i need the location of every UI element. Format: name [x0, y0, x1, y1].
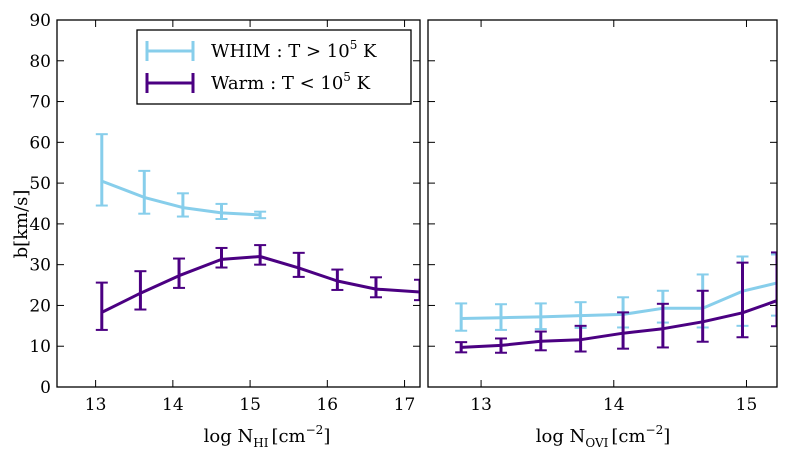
y-tick-label: 70: [29, 93, 51, 113]
y-tick-label: 30: [29, 256, 51, 276]
legend-warm-symbol: [145, 73, 195, 93]
left-x-tick-label: 13: [85, 395, 107, 415]
right-panel: 13 14 15: [427, 19, 778, 415]
left-warm-errorbar: [95, 281, 108, 331]
right-warm-errorbar: [656, 302, 669, 349]
y-tick-label: 10: [29, 337, 51, 357]
right-warm-errorbar: [736, 261, 749, 339]
right-whim-errorbar: [534, 302, 547, 331]
y-tick-label: 80: [29, 52, 51, 72]
right-whim-errorbar: [455, 302, 468, 332]
left-whim-errorbar: [176, 192, 189, 218]
right-whim-errorbar: [494, 303, 507, 331]
y-tick-label: 90: [29, 11, 51, 31]
right-warm-errorbar: [771, 251, 777, 328]
left-warm-errorbar: [292, 251, 305, 278]
y-axis-label: b[km/s]: [11, 190, 32, 259]
right-warm-errorbar: [455, 341, 468, 354]
left-whim-line: [101, 179, 261, 217]
x-axis-label-right: log NOVI [cm−2]: [536, 423, 671, 450]
left-x-tick-label: 17: [394, 395, 416, 415]
legend-frame: [136, 29, 412, 105]
left-axes-frame: [56, 19, 421, 388]
left-warm-errorbar: [414, 278, 420, 302]
left-plot-area: [95, 133, 420, 331]
left-x-tick-label: 15: [239, 395, 261, 415]
left-x-tick-label: 14: [162, 395, 184, 415]
right-warm-line: [461, 299, 777, 349]
right-x-tick-label: 14: [603, 395, 625, 415]
legend-whim-symbol: [145, 41, 195, 61]
right-warm-errorbar: [617, 311, 630, 350]
y-tick-label: 40: [29, 215, 51, 235]
right-warm-errorbar: [534, 330, 547, 352]
left-warm-errorbar: [215, 246, 228, 269]
right-plot-area: [455, 251, 777, 354]
left-warm-errorbar: [369, 276, 382, 299]
left-panel: 0 10 20 30 40 50 60 70 80 90 13 14 15 16 17: [29, 11, 421, 415]
left-x-tick-label: 16: [316, 395, 338, 415]
left-warm-errorbar: [134, 270, 147, 311]
legend: WHIM : T > 105 K Warm : T < 105 K: [136, 29, 412, 105]
right-axes-frame: [427, 19, 778, 388]
y-tick-label: 20: [29, 296, 51, 316]
right-warm-errorbar: [696, 289, 709, 343]
left-whim-errorbar: [138, 169, 151, 215]
left-whim-errorbar: [215, 202, 228, 220]
y-tick-label: 0: [40, 378, 51, 398]
left-whim-errorbar: [95, 133, 108, 207]
left-warm-errorbar: [254, 244, 267, 266]
legend-whim-label: WHIM : T > 105 K: [211, 38, 377, 62]
right-whim-errorbar: [771, 253, 777, 317]
right-x-tick-label: 13: [470, 395, 492, 415]
x-axis-label-left: log NHI [cm−2]: [204, 423, 331, 450]
y-tick-label: 50: [29, 174, 51, 194]
legend-warm-label: Warm : T < 105 K: [211, 70, 371, 94]
right-warm-errorbar: [574, 324, 587, 353]
left-whim-errorbar: [254, 210, 267, 220]
right-warm-errorbar: [494, 337, 507, 354]
right-x-tick-label: 15: [736, 395, 758, 415]
y-tick-label: 60: [29, 133, 51, 153]
left-warm-errorbar: [331, 268, 344, 291]
left-warm-errorbar: [173, 257, 186, 289]
